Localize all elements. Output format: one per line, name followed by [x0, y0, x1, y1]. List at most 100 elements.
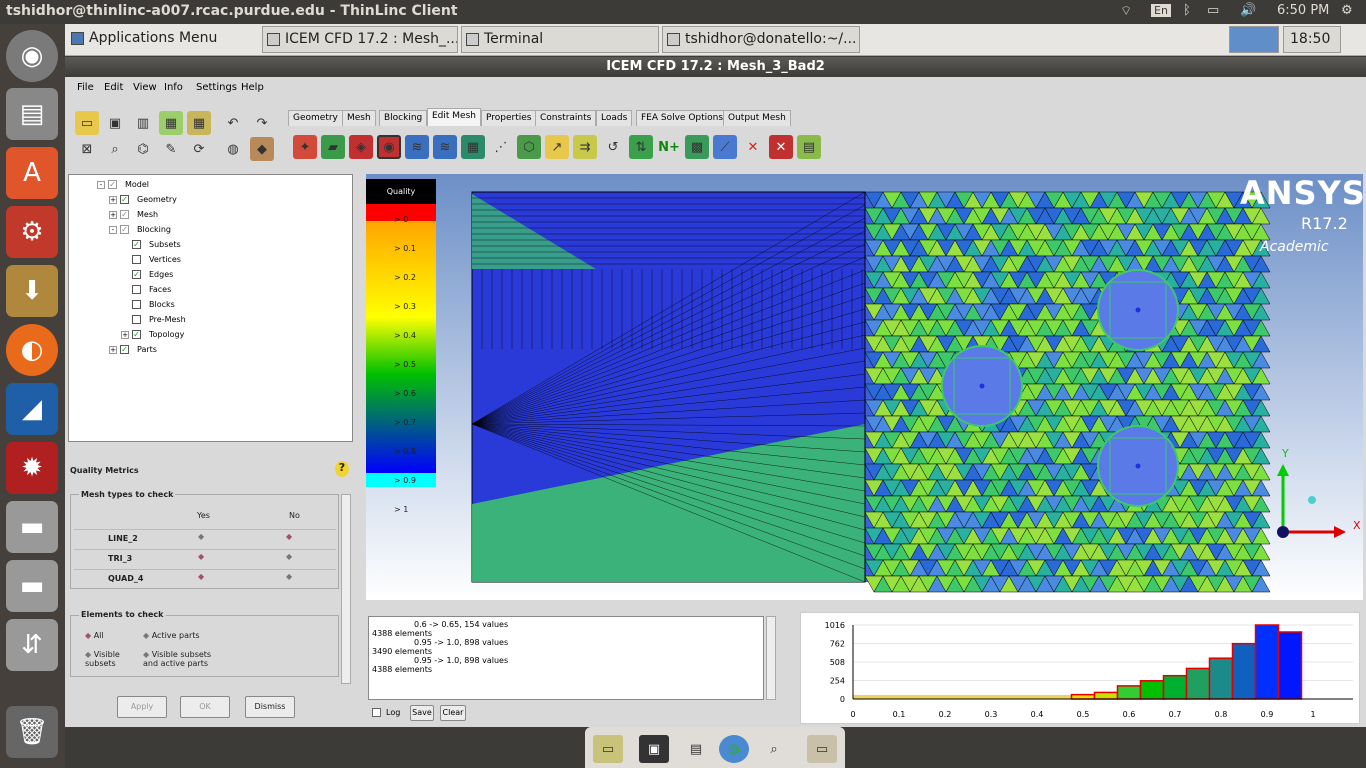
tab-constraints[interactable]: Constraints	[535, 110, 597, 126]
radio-visible-active[interactable]: ◆ Visible subsets and active parts	[143, 650, 212, 668]
repair-mesh-icon[interactable]: ▦	[461, 135, 485, 159]
folder-icon[interactable]: ▭	[807, 735, 837, 763]
clear-log-button[interactable]: Clear	[440, 705, 466, 721]
drive-icon-2[interactable]: ▬	[6, 560, 58, 612]
undo-icon[interactable]: ↶	[227, 115, 239, 131]
bluetooth-icon[interactable]: ᛒ	[1183, 3, 1191, 18]
radio-active-parts[interactable]: ◆ Active parts	[143, 631, 200, 640]
smooth-icon[interactable]: ≋	[405, 135, 429, 159]
tree-checkbox[interactable]: ✓	[132, 330, 141, 339]
power-icon[interactable]: ⚙	[1341, 3, 1353, 18]
keyboard-layout[interactable]: En	[1151, 4, 1171, 17]
tab-edit-mesh[interactable]: Edit Mesh	[427, 108, 481, 126]
expand-toggle[interactable]: +	[109, 211, 117, 219]
tree-checkbox[interactable]: ✓	[108, 180, 117, 189]
search-icon[interactable]: ⌕	[770, 741, 778, 757]
transform-icon[interactable]: ⇉	[573, 135, 597, 159]
tree-node[interactable]: Faces	[132, 285, 171, 294]
renumber-icon[interactable]: N+	[658, 139, 680, 155]
tree-checkbox[interactable]: ✓	[132, 240, 141, 249]
tree-checkbox[interactable]: ✓	[120, 195, 129, 204]
tree-checkbox[interactable]: ✓	[120, 345, 129, 354]
graphics-viewport[interactable]: Quality > 0 > 0.1 > 0.2 > 0.3 > 0.4 > 0.5 > 0.…	[366, 174, 1363, 600]
browser-dock-icon[interactable]: ◍	[719, 735, 749, 763]
tree-node[interactable]: Pre-Mesh	[132, 315, 186, 324]
radio-yes[interactable]: ◆	[198, 552, 205, 561]
expand-toggle[interactable]: +	[109, 346, 117, 354]
extrude-icon[interactable]: ▰	[321, 135, 345, 159]
menu-view[interactable]: View	[133, 82, 157, 93]
display-quality-icon[interactable]: ◉	[377, 135, 401, 159]
fit-icon[interactable]: ⊠	[81, 141, 93, 157]
firefox-icon[interactable]: ◐	[6, 324, 58, 376]
reorient-icon[interactable]: ⟋	[713, 135, 737, 159]
measure-icon[interactable]: ⌬	[137, 141, 149, 157]
web-icon[interactable]: ✹	[6, 442, 58, 494]
print-icon[interactable]: ▥	[136, 115, 150, 131]
menu-settings[interactable]: Settings	[196, 82, 238, 93]
repair-icon[interactable]: ✎	[165, 141, 177, 157]
icem-icon[interactable]: ◢	[6, 383, 58, 435]
expand-toggle[interactable]: +	[109, 196, 117, 204]
terminal-dock-icon[interactable]: ▣	[639, 735, 669, 763]
adjust-density-icon[interactable]: ⇅	[629, 135, 653, 159]
smooth-hexa-icon[interactable]: ≋	[433, 135, 457, 159]
applications-menu-button[interactable]: Applications Menu	[67, 26, 259, 53]
ok-button[interactable]: OK	[180, 696, 230, 718]
help-icon[interactable]: ?	[335, 461, 349, 477]
dash-icon[interactable]: ◉	[6, 30, 58, 82]
save-log-button[interactable]: Save	[410, 705, 434, 721]
import-icon[interactable]: ▦	[159, 111, 183, 135]
tab-output-mesh[interactable]: Output Mesh	[723, 110, 791, 126]
quality-histogram[interactable]: 0 254 508 762 1016 0 0.1 0.2 0.3 0.4 0.5 0.6 0.7 0.8 0…	[800, 612, 1360, 724]
radio-all[interactable]: ◆ All	[85, 631, 104, 640]
expand-toggle[interactable]: +	[121, 331, 129, 339]
move-nodes-icon[interactable]: ↗	[545, 135, 569, 159]
task-terminal[interactable]: Terminal	[461, 26, 659, 53]
wireframe-icon[interactable]: ◍	[227, 141, 239, 157]
tab-geometry[interactable]: Geometry	[288, 110, 343, 126]
tree-node[interactable]: - ✓ Blocking	[109, 225, 171, 234]
merge-nodes-icon[interactable]: ⋰	[494, 139, 508, 155]
tree-checkbox[interactable]	[132, 315, 141, 324]
panel-scrollbar[interactable]	[341, 494, 351, 684]
system-clock[interactable]: 6:50 PM	[1277, 3, 1330, 18]
radio-no[interactable]: ◆	[286, 572, 293, 581]
redo-icon[interactable]: ↷	[256, 115, 268, 131]
tree-node[interactable]: + ✓ Geometry	[109, 195, 177, 204]
menu-edit[interactable]: Edit	[104, 82, 124, 93]
tree-node[interactable]: + ✓ Topology	[121, 330, 184, 339]
software-center-icon[interactable]: A	[6, 147, 58, 199]
thickness-icon[interactable]: ▩	[685, 135, 709, 159]
zoom-icon[interactable]: ⌕	[111, 141, 119, 157]
workspace-switcher[interactable]	[1229, 26, 1279, 53]
tree-node[interactable]: + ✓ Mesh	[109, 210, 158, 219]
tree-checkbox[interactable]: ✓	[120, 225, 129, 234]
radio-visible-subsets[interactable]: ◆ Visible subsets	[85, 650, 120, 668]
menu-help[interactable]: Help	[241, 82, 264, 93]
tree-checkbox[interactable]	[132, 300, 141, 309]
message-scrollbar[interactable]	[766, 616, 776, 700]
task-ssh[interactable]: tshidhor@donatello:~/...	[662, 26, 860, 53]
trash-icon[interactable]: 🗑	[6, 706, 58, 758]
drive-icon[interactable]: ▬	[6, 501, 58, 553]
log-checkbox[interactable]	[372, 708, 381, 717]
desktop-icon[interactable]: ▭	[593, 735, 623, 763]
menu-info[interactable]: Info	[164, 82, 183, 93]
export-icon[interactable]: ▦	[187, 111, 211, 135]
apply-button[interactable]: Apply	[117, 696, 167, 718]
tree-checkbox[interactable]	[132, 255, 141, 264]
message-window[interactable]: 0.6 -> 0.65, 154 values 4388 elements 0.…	[368, 616, 764, 700]
tree-node[interactable]: - ✓ Model	[97, 180, 149, 189]
tab-mesh[interactable]: Mesh	[342, 110, 376, 126]
expand-toggle[interactable]: -	[97, 181, 105, 189]
menu-file[interactable]: File	[77, 82, 94, 93]
expand-toggle[interactable]: -	[109, 226, 117, 234]
split-mesh-icon[interactable]: ⬡	[517, 135, 541, 159]
tab-fea-solve[interactable]: FEA Solve Options	[636, 110, 729, 126]
radio-no[interactable]: ◆	[286, 552, 293, 561]
volume-icon[interactable]: 🔊	[1240, 3, 1257, 18]
check-mesh-icon[interactable]: ◈	[349, 135, 373, 159]
radio-yes[interactable]: ◆	[198, 572, 205, 581]
tree-node[interactable]: ✓ Edges	[132, 270, 173, 279]
